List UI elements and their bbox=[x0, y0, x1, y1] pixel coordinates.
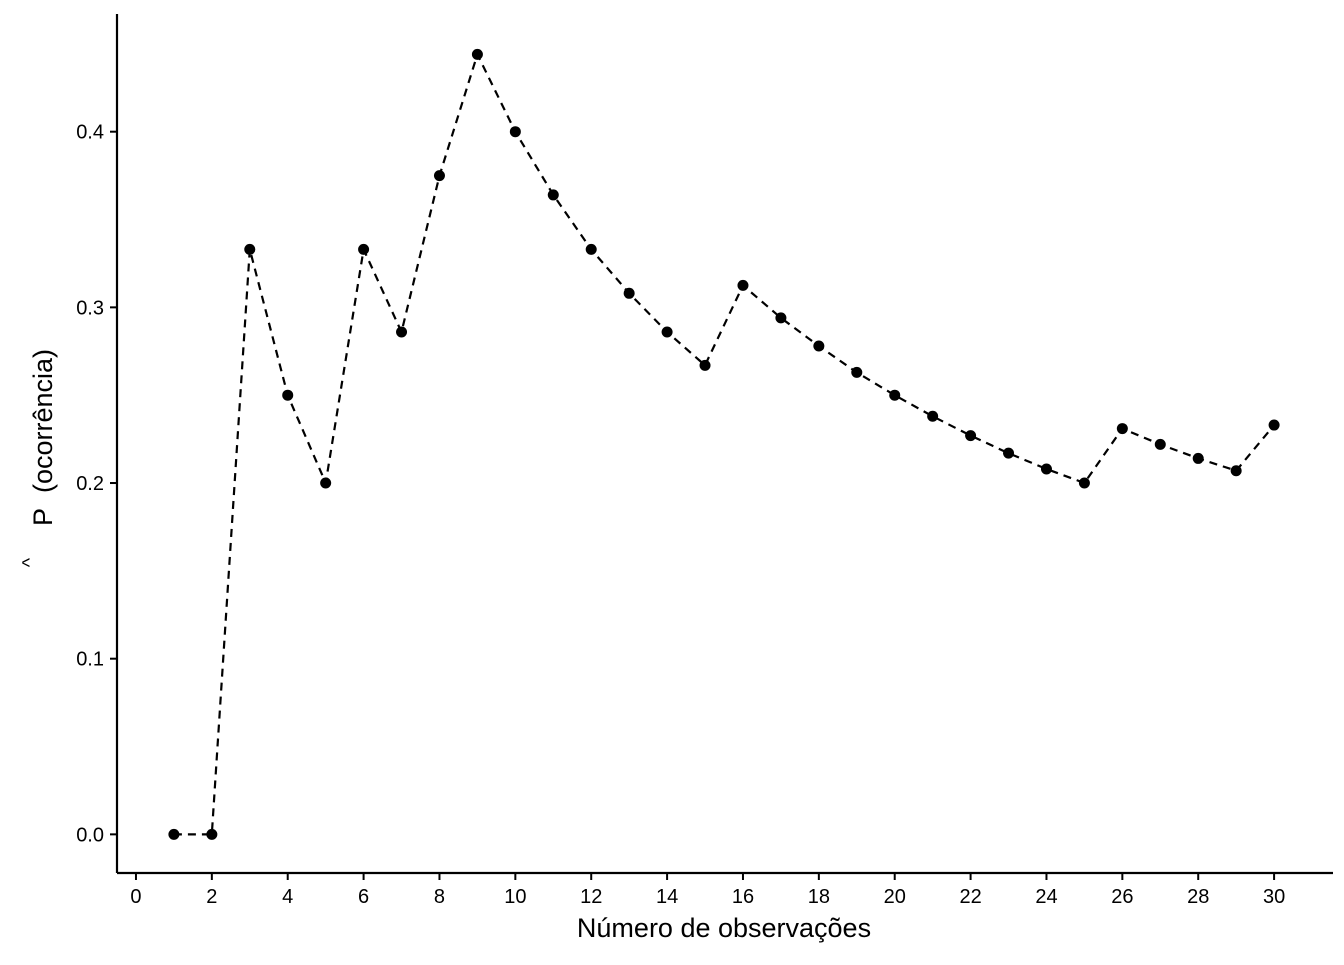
x-axis-title: Número de observações bbox=[577, 913, 871, 943]
data-point-14 bbox=[661, 326, 673, 338]
x-tick-label: 2 bbox=[206, 886, 217, 908]
data-point-12 bbox=[585, 243, 597, 255]
data-point-3 bbox=[244, 243, 256, 255]
data-point-30 bbox=[1268, 419, 1280, 431]
y-axis-title-text: (ocorrência) bbox=[28, 349, 58, 493]
x-tick-label: 18 bbox=[808, 886, 830, 908]
data-point-22 bbox=[965, 430, 977, 442]
x-tick-label: 26 bbox=[1111, 886, 1133, 908]
x-tick-label: 10 bbox=[504, 886, 526, 908]
x-tick-label: 20 bbox=[884, 886, 906, 908]
x-tick-label: 22 bbox=[959, 886, 981, 908]
data-point-28 bbox=[1192, 452, 1204, 464]
svg-text:P (ocorrência): P (ocorrência) bbox=[28, 349, 58, 526]
x-tick-label: 30 bbox=[1263, 886, 1285, 908]
y-tick-label: 0.1 bbox=[76, 649, 104, 671]
data-point-26 bbox=[1116, 423, 1128, 435]
y-axis-title: P (ocorrência) ^ bbox=[19, 349, 58, 567]
data-point-29 bbox=[1230, 465, 1242, 477]
y-tick-label: 0.3 bbox=[76, 297, 104, 319]
data-point-23 bbox=[1003, 447, 1015, 459]
data-point-4 bbox=[282, 389, 294, 401]
x-tick-label: 28 bbox=[1187, 886, 1209, 908]
data-point-2 bbox=[206, 828, 218, 840]
y-ticks-group: 0.0 0.1 0.2 0.3 0.4 bbox=[76, 122, 117, 846]
data-point-11 bbox=[547, 189, 559, 201]
data-point-13 bbox=[623, 287, 635, 299]
y-axis-title-accent: ^ bbox=[19, 557, 41, 567]
series-line bbox=[173, 51, 1275, 836]
y-tick-label: 0.0 bbox=[76, 824, 104, 846]
y-axis-title-symbol: P bbox=[28, 509, 58, 527]
x-tick-label: 14 bbox=[656, 886, 678, 908]
data-point-5 bbox=[320, 477, 332, 489]
y-tick-label: 0.2 bbox=[76, 473, 104, 495]
data-points-group bbox=[168, 48, 1280, 840]
data-point-18 bbox=[813, 340, 825, 352]
data-point-8 bbox=[433, 170, 445, 182]
x-tick-label: 12 bbox=[580, 886, 602, 908]
data-point-20 bbox=[889, 389, 901, 401]
data-point-1 bbox=[168, 828, 180, 840]
x-tick-label: 8 bbox=[434, 886, 445, 908]
axes-group bbox=[115, 14, 1333, 875]
data-point-9 bbox=[471, 48, 483, 60]
x-tick-label: 4 bbox=[282, 886, 293, 908]
data-point-15 bbox=[699, 359, 711, 371]
data-point-21 bbox=[927, 410, 939, 422]
x-tick-label: 24 bbox=[1035, 886, 1057, 908]
data-point-16 bbox=[737, 279, 749, 291]
data-point-24 bbox=[1040, 463, 1052, 475]
data-point-7 bbox=[396, 326, 408, 338]
series-line-group bbox=[173, 51, 1275, 836]
data-point-10 bbox=[509, 126, 521, 138]
data-point-27 bbox=[1154, 438, 1166, 450]
data-point-6 bbox=[358, 243, 370, 255]
data-point-25 bbox=[1078, 477, 1090, 489]
data-point-17 bbox=[775, 312, 787, 324]
x-tick-label: 0 bbox=[130, 886, 141, 908]
y-tick-label: 0.4 bbox=[76, 122, 104, 144]
data-point-19 bbox=[851, 366, 863, 378]
x-tick-label: 16 bbox=[732, 886, 754, 908]
x-ticks-group: 0 2 4 6 8 10 12 14 16 18 20 22 24 26 28 30 bbox=[130, 873, 1285, 908]
x-tick-label: 6 bbox=[358, 886, 369, 908]
